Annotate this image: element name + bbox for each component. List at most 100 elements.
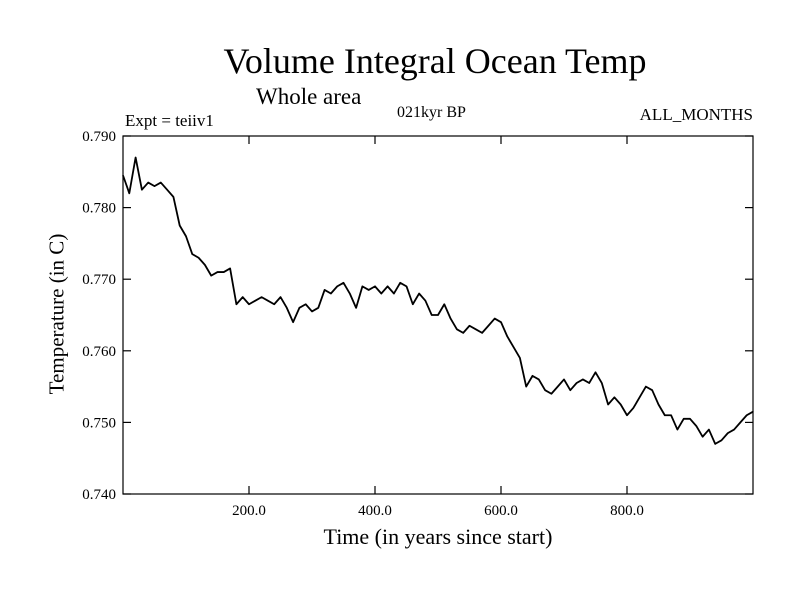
data-point <box>544 389 546 391</box>
data-point <box>525 386 527 388</box>
data-point <box>147 181 149 184</box>
data-point <box>739 421 742 423</box>
data-point <box>292 321 294 323</box>
data-point <box>613 396 616 398</box>
x-axis-label: Time (in years since start) <box>323 524 553 549</box>
data-point <box>336 285 338 287</box>
data-point <box>172 196 174 198</box>
data-point <box>519 357 521 359</box>
data-point <box>437 314 439 316</box>
data-point <box>279 296 282 298</box>
data-point <box>135 156 137 159</box>
data-point <box>714 443 716 445</box>
data-point <box>538 378 540 381</box>
data-point <box>122 174 124 176</box>
data-point <box>128 192 130 194</box>
data-point <box>153 185 156 187</box>
data-point <box>361 285 363 287</box>
data-point <box>456 328 458 330</box>
data-point <box>569 389 571 391</box>
y-tick-label: 0.770 <box>82 272 116 288</box>
data-point <box>254 300 256 302</box>
y-tick-label: 0.740 <box>82 487 116 503</box>
data-point <box>582 378 584 381</box>
data-point <box>185 235 187 237</box>
data-point <box>683 418 685 420</box>
data-point <box>324 289 326 291</box>
data-point <box>702 436 704 438</box>
data-point <box>223 271 225 273</box>
data-point <box>594 371 597 373</box>
data-point <box>248 303 250 305</box>
data-point <box>475 328 477 330</box>
data-point <box>210 275 212 277</box>
data-point <box>588 382 590 384</box>
data-point <box>506 335 508 338</box>
data-point <box>267 300 269 302</box>
data-point <box>179 224 181 227</box>
data-point <box>286 307 288 309</box>
data-point <box>317 307 319 309</box>
y-tick-label: 0.760 <box>82 344 116 360</box>
data-point <box>664 414 666 416</box>
data-point <box>689 418 691 420</box>
x-axis-ticks: 200.0 400.0 600.0 800.0 <box>232 136 644 519</box>
data-point <box>620 403 622 406</box>
data-point <box>393 292 395 295</box>
data-point <box>727 432 729 434</box>
chart-title: Volume Integral Ocean Temp <box>223 41 647 81</box>
data-point <box>632 407 634 409</box>
data-point <box>191 253 193 255</box>
data-point <box>311 310 313 313</box>
x-tick-label: 400.0 <box>358 503 392 519</box>
data-point <box>720 439 723 441</box>
data-point <box>374 285 376 287</box>
data-point <box>355 307 357 309</box>
data-point <box>752 411 754 413</box>
data-point <box>550 393 553 395</box>
y-tick-label: 0.780 <box>82 201 116 217</box>
data-point <box>198 257 200 259</box>
data-point <box>235 303 237 305</box>
data-point <box>708 428 710 431</box>
data-point <box>557 386 559 388</box>
data-point <box>412 303 414 305</box>
x-tick-label: 200.0 <box>232 503 266 519</box>
data-point <box>298 307 300 309</box>
data-point <box>431 314 433 316</box>
data-point <box>216 271 219 273</box>
data-point <box>330 292 332 295</box>
data-point <box>399 282 401 284</box>
chart-subtitle: Whole area <box>256 84 362 109</box>
data-point <box>639 396 641 398</box>
data-point <box>531 375 534 377</box>
data-point <box>273 303 275 305</box>
period-label: 021kyr BP <box>397 104 466 121</box>
data-point <box>204 264 206 266</box>
series-line-0 <box>122 156 754 445</box>
data-point <box>349 292 351 295</box>
data-point <box>481 332 483 334</box>
data-point <box>626 414 628 416</box>
data-point <box>387 285 389 287</box>
data-point <box>576 382 578 384</box>
x-tick-label: 600.0 <box>484 503 518 519</box>
data-point <box>166 189 168 191</box>
y-tick-label: 0.750 <box>82 415 116 431</box>
data-point <box>746 414 748 416</box>
y-axis-ticks: 0.740 0.750 0.760 0.770 0.780 0.790 <box>82 129 753 503</box>
series-layer <box>122 156 754 445</box>
data-point <box>424 300 426 302</box>
data-point <box>305 303 307 305</box>
data-point <box>607 403 609 406</box>
data-point <box>450 317 452 320</box>
data-point <box>368 289 370 291</box>
data-point <box>733 428 735 431</box>
data-point <box>645 386 647 388</box>
months-label: ALL_MONTHS <box>639 105 753 124</box>
experiment-label: Expt = teiiv1 <box>125 111 214 130</box>
data-point <box>695 425 697 427</box>
data-point <box>242 296 244 298</box>
data-point <box>657 403 660 406</box>
